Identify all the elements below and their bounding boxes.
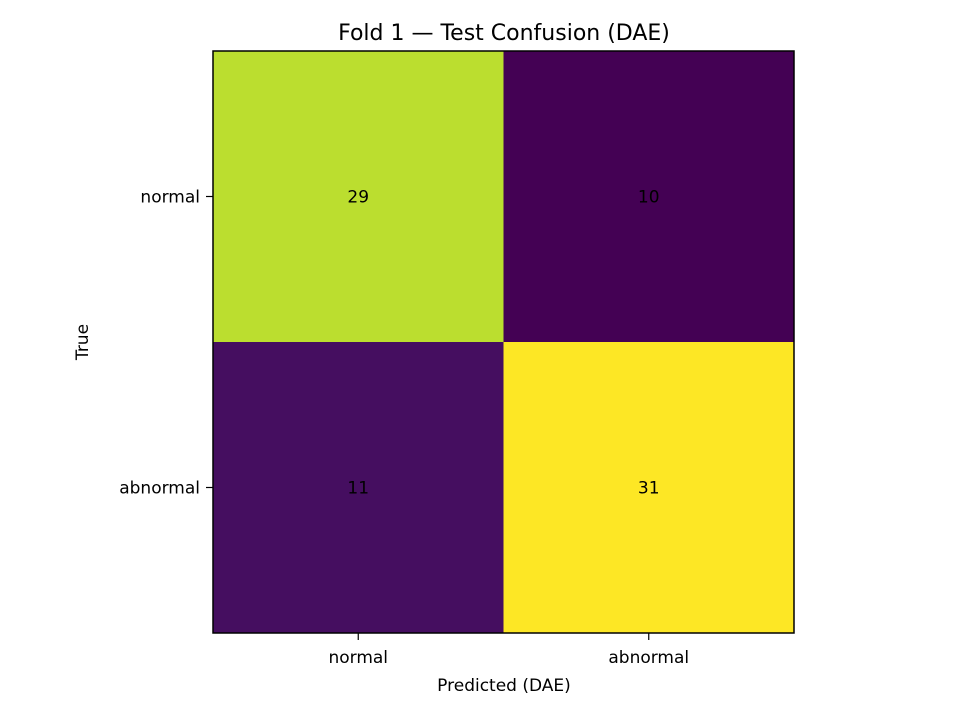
y-axis-ticks: normal abnormal [119, 188, 213, 499]
y-axis-label: True [73, 324, 93, 361]
heatmap-cell-r1-c0 [213, 342, 504, 634]
heatmap-cell-labels: 29 10 11 31 [347, 188, 659, 499]
y-tick-label-0: normal [140, 188, 200, 208]
cell-value-r1-c1: 31 [638, 479, 660, 499]
heatmap-cells [213, 51, 795, 634]
x-tick-label-1: abnormal [608, 648, 689, 668]
y-tick-label-1: abnormal [119, 479, 200, 499]
heatmap-cell-r1-c1 [503, 342, 795, 634]
cell-value-r1-c0: 11 [347, 479, 369, 499]
cell-value-r0-c0: 29 [347, 188, 369, 208]
plot-frame [212, 50, 795, 634]
heatmap-cell-r0-c0 [213, 51, 504, 343]
x-axis-label: Predicted (DAE) [437, 676, 571, 696]
x-axis-ticks: normal abnormal [328, 633, 689, 668]
cell-value-r0-c1: 10 [638, 188, 660, 208]
x-tick-label-0: normal [328, 648, 388, 668]
chart-title: Fold 1 — Test Confusion (DAE) [338, 21, 670, 46]
heatmap-cell-r0-c1 [503, 51, 795, 343]
